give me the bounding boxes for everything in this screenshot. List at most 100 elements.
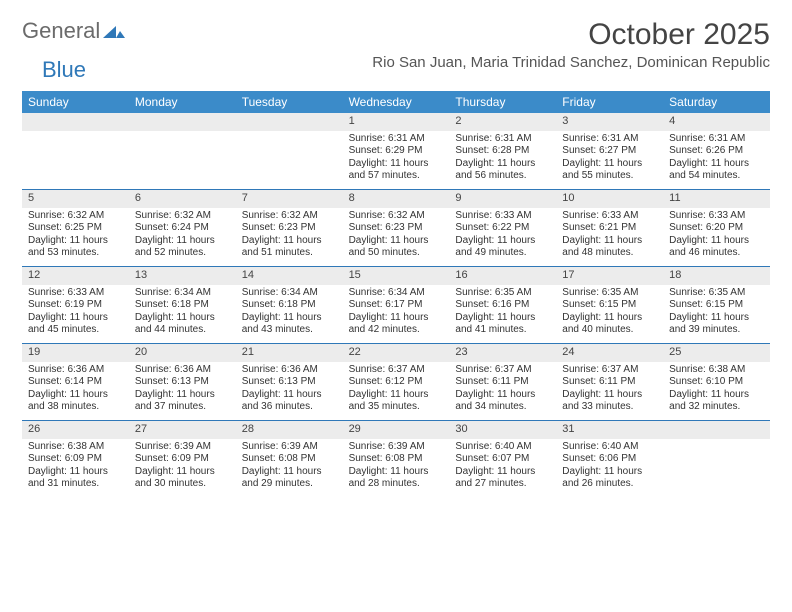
calendar-cell: 23Sunrise: 6:37 AMSunset: 6:11 PMDayligh… bbox=[449, 344, 556, 420]
daylight-line: Daylight: 11 hours and 49 minutes. bbox=[455, 235, 550, 260]
calendar-week: 1Sunrise: 6:31 AMSunset: 6:29 PMDaylight… bbox=[22, 113, 770, 189]
sunset-line: Sunset: 6:19 PM bbox=[28, 299, 123, 312]
sunset-line: Sunset: 6:09 PM bbox=[135, 453, 230, 466]
month-title: October 2025 bbox=[372, 18, 770, 52]
calendar-cell: 27Sunrise: 6:39 AMSunset: 6:09 PMDayligh… bbox=[129, 421, 236, 497]
sunset-line: Sunset: 6:18 PM bbox=[135, 299, 230, 312]
sunrise-line: Sunrise: 6:33 AM bbox=[562, 210, 657, 223]
calendar-cell bbox=[663, 421, 770, 497]
daylight-line: Daylight: 11 hours and 38 minutes. bbox=[28, 389, 123, 414]
daylight-line: Daylight: 11 hours and 34 minutes. bbox=[455, 389, 550, 414]
calendar-week: 5Sunrise: 6:32 AMSunset: 6:25 PMDaylight… bbox=[22, 189, 770, 266]
sunset-line: Sunset: 6:18 PM bbox=[242, 299, 337, 312]
calendar-cell: 5Sunrise: 6:32 AMSunset: 6:25 PMDaylight… bbox=[22, 190, 129, 266]
day-body: Sunrise: 6:36 AMSunset: 6:13 PMDaylight:… bbox=[129, 362, 236, 418]
calendar-cell bbox=[22, 113, 129, 189]
daylight-line: Daylight: 11 hours and 48 minutes. bbox=[562, 235, 657, 260]
daylight-line: Daylight: 11 hours and 37 minutes. bbox=[135, 389, 230, 414]
sunrise-line: Sunrise: 6:33 AM bbox=[28, 287, 123, 300]
sunrise-line: Sunrise: 6:32 AM bbox=[135, 210, 230, 223]
calendar-cell: 2Sunrise: 6:31 AMSunset: 6:28 PMDaylight… bbox=[449, 113, 556, 189]
sunrise-line: Sunrise: 6:34 AM bbox=[349, 287, 444, 300]
weekday-header: Tuesday bbox=[236, 91, 343, 113]
sunrise-line: Sunrise: 6:38 AM bbox=[669, 364, 764, 377]
location: Rio San Juan, Maria Trinidad Sanchez, Do… bbox=[372, 54, 770, 71]
sunset-line: Sunset: 6:13 PM bbox=[242, 376, 337, 389]
sunrise-line: Sunrise: 6:37 AM bbox=[562, 364, 657, 377]
logo: General bbox=[22, 18, 125, 44]
sunrise-line: Sunrise: 6:35 AM bbox=[455, 287, 550, 300]
day-body: Sunrise: 6:35 AMSunset: 6:16 PMDaylight:… bbox=[449, 285, 556, 341]
day-body: Sunrise: 6:34 AMSunset: 6:17 PMDaylight:… bbox=[343, 285, 450, 341]
calendar-cell: 12Sunrise: 6:33 AMSunset: 6:19 PMDayligh… bbox=[22, 267, 129, 343]
daylight-line: Daylight: 11 hours and 30 minutes. bbox=[135, 466, 230, 491]
calendar-cell: 6Sunrise: 6:32 AMSunset: 6:24 PMDaylight… bbox=[129, 190, 236, 266]
day-body: Sunrise: 6:34 AMSunset: 6:18 PMDaylight:… bbox=[236, 285, 343, 341]
sunrise-line: Sunrise: 6:40 AM bbox=[455, 441, 550, 454]
day-number: 28 bbox=[236, 421, 343, 439]
sunrise-line: Sunrise: 6:35 AM bbox=[562, 287, 657, 300]
calendar-cell: 19Sunrise: 6:36 AMSunset: 6:14 PMDayligh… bbox=[22, 344, 129, 420]
day-number: 4 bbox=[663, 113, 770, 131]
daylight-line: Daylight: 11 hours and 57 minutes. bbox=[349, 158, 444, 183]
calendar-cell: 10Sunrise: 6:33 AMSunset: 6:21 PMDayligh… bbox=[556, 190, 663, 266]
sunrise-line: Sunrise: 6:31 AM bbox=[562, 133, 657, 146]
day-number: 24 bbox=[556, 344, 663, 362]
calendar-cell: 14Sunrise: 6:34 AMSunset: 6:18 PMDayligh… bbox=[236, 267, 343, 343]
sunset-line: Sunset: 6:15 PM bbox=[562, 299, 657, 312]
daylight-line: Daylight: 11 hours and 43 minutes. bbox=[242, 312, 337, 337]
sunrise-line: Sunrise: 6:32 AM bbox=[28, 210, 123, 223]
sunset-line: Sunset: 6:17 PM bbox=[349, 299, 444, 312]
calendar-cell: 25Sunrise: 6:38 AMSunset: 6:10 PMDayligh… bbox=[663, 344, 770, 420]
daylight-line: Daylight: 11 hours and 31 minutes. bbox=[28, 466, 123, 491]
sunrise-line: Sunrise: 6:32 AM bbox=[242, 210, 337, 223]
sunrise-line: Sunrise: 6:33 AM bbox=[669, 210, 764, 223]
sunset-line: Sunset: 6:28 PM bbox=[455, 145, 550, 158]
daylight-line: Daylight: 11 hours and 29 minutes. bbox=[242, 466, 337, 491]
day-body: Sunrise: 6:33 AMSunset: 6:20 PMDaylight:… bbox=[663, 208, 770, 264]
day-number: 15 bbox=[343, 267, 450, 285]
daylight-line: Daylight: 11 hours and 40 minutes. bbox=[562, 312, 657, 337]
calendar-cell: 18Sunrise: 6:35 AMSunset: 6:15 PMDayligh… bbox=[663, 267, 770, 343]
calendar-week: 19Sunrise: 6:36 AMSunset: 6:14 PMDayligh… bbox=[22, 343, 770, 420]
sunset-line: Sunset: 6:25 PM bbox=[28, 222, 123, 235]
day-body: Sunrise: 6:37 AMSunset: 6:11 PMDaylight:… bbox=[449, 362, 556, 418]
calendar-body: 1Sunrise: 6:31 AMSunset: 6:29 PMDaylight… bbox=[22, 113, 770, 497]
calendar-cell: 30Sunrise: 6:40 AMSunset: 6:07 PMDayligh… bbox=[449, 421, 556, 497]
sunset-line: Sunset: 6:08 PM bbox=[349, 453, 444, 466]
day-number: 10 bbox=[556, 190, 663, 208]
calendar-cell: 15Sunrise: 6:34 AMSunset: 6:17 PMDayligh… bbox=[343, 267, 450, 343]
day-body: Sunrise: 6:32 AMSunset: 6:25 PMDaylight:… bbox=[22, 208, 129, 264]
weekday-header: Friday bbox=[556, 91, 663, 113]
daylight-line: Daylight: 11 hours and 55 minutes. bbox=[562, 158, 657, 183]
sunset-line: Sunset: 6:20 PM bbox=[669, 222, 764, 235]
day-body: Sunrise: 6:37 AMSunset: 6:12 PMDaylight:… bbox=[343, 362, 450, 418]
day-number: 23 bbox=[449, 344, 556, 362]
daylight-line: Daylight: 11 hours and 28 minutes. bbox=[349, 466, 444, 491]
sunset-line: Sunset: 6:16 PM bbox=[455, 299, 550, 312]
day-number: 1 bbox=[343, 113, 450, 131]
day-number: 7 bbox=[236, 190, 343, 208]
day-body: Sunrise: 6:33 AMSunset: 6:22 PMDaylight:… bbox=[449, 208, 556, 264]
day-number: 5 bbox=[22, 190, 129, 208]
daylight-line: Daylight: 11 hours and 32 minutes. bbox=[669, 389, 764, 414]
sunrise-line: Sunrise: 6:39 AM bbox=[349, 441, 444, 454]
sunrise-line: Sunrise: 6:36 AM bbox=[28, 364, 123, 377]
day-number: 25 bbox=[663, 344, 770, 362]
sunrise-line: Sunrise: 6:39 AM bbox=[242, 441, 337, 454]
calendar-cell: 8Sunrise: 6:32 AMSunset: 6:23 PMDaylight… bbox=[343, 190, 450, 266]
sunrise-line: Sunrise: 6:33 AM bbox=[455, 210, 550, 223]
daylight-line: Daylight: 11 hours and 42 minutes. bbox=[349, 312, 444, 337]
sunrise-line: Sunrise: 6:37 AM bbox=[349, 364, 444, 377]
day-number: 14 bbox=[236, 267, 343, 285]
day-body: Sunrise: 6:33 AMSunset: 6:19 PMDaylight:… bbox=[22, 285, 129, 341]
sunrise-line: Sunrise: 6:32 AM bbox=[349, 210, 444, 223]
sunset-line: Sunset: 6:06 PM bbox=[562, 453, 657, 466]
day-body bbox=[129, 131, 236, 187]
calendar-cell: 17Sunrise: 6:35 AMSunset: 6:15 PMDayligh… bbox=[556, 267, 663, 343]
sunset-line: Sunset: 6:07 PM bbox=[455, 453, 550, 466]
daylight-line: Daylight: 11 hours and 56 minutes. bbox=[455, 158, 550, 183]
day-number: 29 bbox=[343, 421, 450, 439]
daylight-line: Daylight: 11 hours and 46 minutes. bbox=[669, 235, 764, 260]
day-number: 26 bbox=[22, 421, 129, 439]
